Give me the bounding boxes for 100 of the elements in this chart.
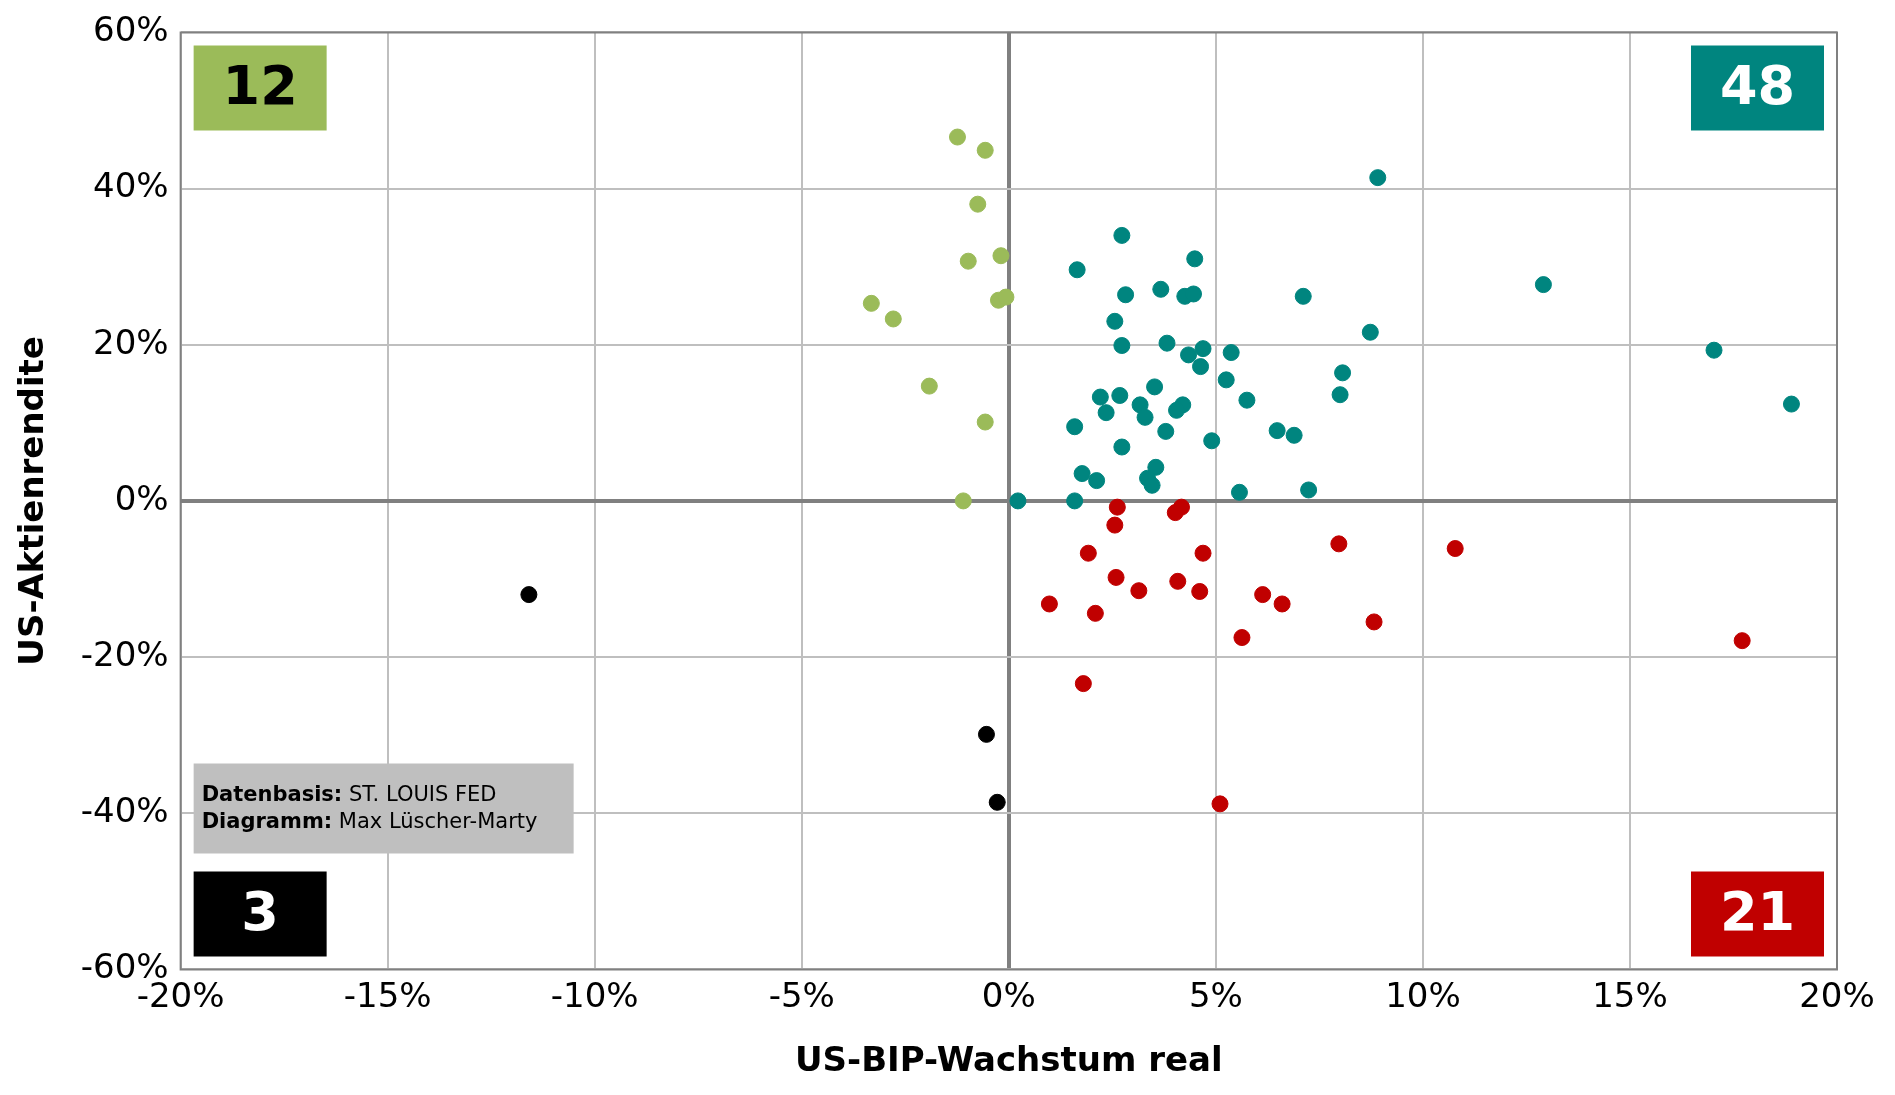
point bbox=[884, 310, 902, 328]
y-tick-label: 20% bbox=[93, 321, 169, 362]
point bbox=[1217, 371, 1235, 389]
point bbox=[1334, 364, 1352, 382]
point bbox=[977, 725, 995, 743]
point bbox=[1146, 378, 1164, 396]
point bbox=[1365, 613, 1383, 631]
point bbox=[1131, 396, 1149, 414]
annotation: Datenbasis: ST. LOUIS FED bbox=[201, 782, 497, 807]
point bbox=[1143, 476, 1161, 494]
x-tick-label: 20% bbox=[1799, 974, 1875, 1015]
annotation: 12 bbox=[222, 53, 298, 117]
point bbox=[1073, 465, 1091, 483]
x-tick-label: 10% bbox=[1385, 974, 1461, 1015]
point bbox=[1009, 492, 1027, 510]
point bbox=[1107, 568, 1125, 586]
point bbox=[1238, 391, 1256, 409]
annotation: 48 bbox=[1719, 53, 1796, 117]
point bbox=[1068, 261, 1086, 279]
point bbox=[1273, 595, 1291, 613]
y-tick-label: 60% bbox=[93, 9, 169, 50]
point bbox=[997, 288, 1015, 306]
point bbox=[969, 195, 987, 213]
point bbox=[1086, 604, 1104, 622]
x-tick-label: 5% bbox=[1188, 974, 1243, 1015]
point bbox=[1782, 395, 1800, 413]
point bbox=[1180, 346, 1198, 364]
x-tick-label: -10% bbox=[550, 974, 639, 1015]
point bbox=[1066, 418, 1084, 436]
point bbox=[1040, 595, 1058, 613]
point bbox=[954, 492, 972, 510]
point bbox=[992, 247, 1010, 265]
point bbox=[1192, 358, 1210, 376]
y-axis-title: US-Aktienrendite bbox=[11, 336, 52, 666]
point bbox=[1191, 582, 1209, 600]
x-tick-label: 0% bbox=[981, 974, 1036, 1015]
point bbox=[976, 141, 994, 159]
point bbox=[1113, 337, 1131, 355]
point bbox=[1294, 287, 1312, 305]
point bbox=[1152, 280, 1170, 298]
point bbox=[1233, 629, 1251, 647]
point bbox=[959, 252, 977, 270]
point bbox=[1157, 422, 1175, 440]
point bbox=[1222, 344, 1240, 362]
point bbox=[1158, 334, 1176, 352]
point bbox=[1705, 341, 1723, 359]
x-tick-label: -5% bbox=[768, 974, 835, 1015]
point bbox=[1106, 312, 1124, 330]
point bbox=[1203, 432, 1221, 450]
point bbox=[988, 793, 1006, 811]
point bbox=[1106, 516, 1124, 534]
point bbox=[1130, 582, 1148, 600]
point bbox=[1186, 250, 1204, 268]
point bbox=[948, 128, 966, 146]
y-tick-label: -20% bbox=[80, 633, 169, 674]
point bbox=[976, 413, 994, 431]
point bbox=[1185, 285, 1202, 303]
point bbox=[1211, 795, 1229, 813]
point bbox=[1111, 386, 1129, 404]
y-tick-label: -40% bbox=[80, 790, 169, 831]
point bbox=[1300, 481, 1318, 499]
point bbox=[1066, 492, 1084, 510]
point bbox=[1108, 498, 1126, 516]
annotation: 3 bbox=[241, 879, 279, 943]
point bbox=[520, 586, 538, 604]
point bbox=[1168, 401, 1186, 419]
point bbox=[1446, 540, 1464, 558]
point bbox=[1074, 675, 1092, 693]
point bbox=[1091, 388, 1109, 406]
x-axis-title: US-BIP-Wachstum real bbox=[794, 1039, 1223, 1080]
point bbox=[1079, 544, 1097, 562]
point bbox=[1254, 586, 1272, 604]
point bbox=[1285, 426, 1303, 444]
point bbox=[1166, 504, 1184, 522]
point bbox=[1331, 386, 1349, 404]
annotation: Diagramm: Max Lüscher-Marty bbox=[201, 809, 538, 834]
point bbox=[1113, 226, 1131, 244]
point bbox=[920, 377, 938, 395]
annotation: 21 bbox=[1719, 879, 1796, 943]
point bbox=[1330, 535, 1348, 553]
point bbox=[1268, 422, 1286, 440]
x-tick-label: -15% bbox=[343, 974, 432, 1015]
point bbox=[1194, 544, 1212, 562]
point bbox=[862, 294, 880, 312]
y-tick-label: 0% bbox=[114, 477, 169, 518]
y-tick-label: 40% bbox=[93, 165, 169, 206]
point bbox=[1194, 340, 1212, 358]
point bbox=[1361, 323, 1379, 341]
point bbox=[1733, 632, 1751, 650]
point bbox=[1369, 169, 1387, 187]
point bbox=[1147, 458, 1165, 476]
point bbox=[1534, 276, 1552, 294]
point bbox=[1113, 438, 1131, 456]
point bbox=[1230, 483, 1248, 501]
point bbox=[1136, 408, 1154, 426]
point bbox=[1117, 286, 1135, 304]
point bbox=[1088, 472, 1106, 490]
point bbox=[1169, 572, 1187, 590]
x-tick-label: 15% bbox=[1592, 974, 1668, 1015]
point bbox=[1097, 404, 1115, 422]
